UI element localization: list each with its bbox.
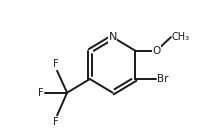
Text: F: F: [38, 88, 44, 98]
Text: CH₃: CH₃: [172, 32, 190, 42]
Text: N: N: [109, 32, 117, 42]
Text: F: F: [53, 117, 59, 127]
Text: F: F: [53, 59, 59, 69]
Text: O: O: [152, 46, 160, 56]
Text: Br: Br: [157, 74, 169, 84]
